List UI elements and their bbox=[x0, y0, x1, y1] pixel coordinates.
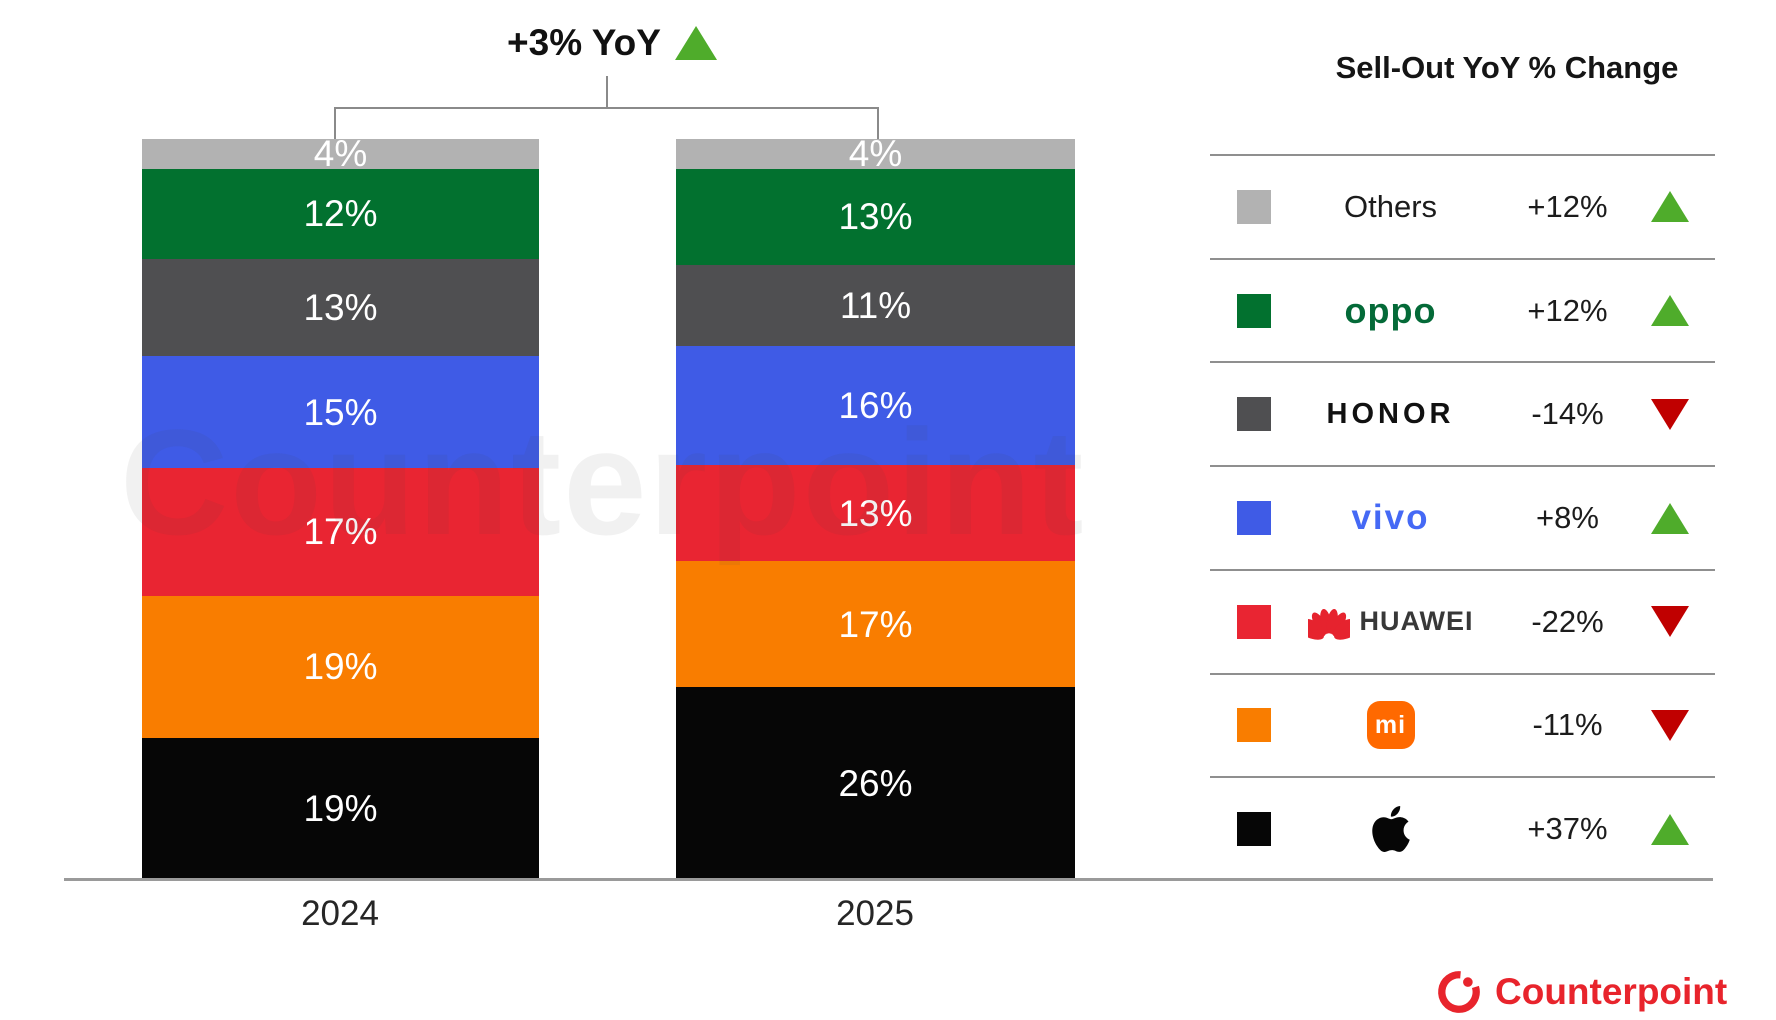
oppo-logo: oppo bbox=[1344, 289, 1437, 331]
legend-brand-apple bbox=[1271, 806, 1510, 853]
segment-value-label: 12% bbox=[303, 193, 378, 235]
legend-table: Others +12% oppo +12% HONOR -14% vivo +8% HUAWEI… bbox=[1210, 154, 1715, 880]
legend-direction-vivo bbox=[1625, 502, 1715, 534]
huawei-wordmark: HUAWEI bbox=[1359, 606, 1474, 637]
legend-brand-honor: HONOR bbox=[1271, 398, 1510, 431]
legend-direction-huawei bbox=[1625, 606, 1715, 638]
bar-segment-xiaomi-2024: 19% bbox=[142, 595, 539, 738]
xiaomi-logo-icon: mi bbox=[1366, 701, 1415, 750]
yoy-annotation: +3% YoY bbox=[507, 22, 717, 64]
legend-row-vivo: vivo +8% bbox=[1210, 465, 1715, 569]
bracket-horizontal bbox=[334, 107, 879, 109]
legend-swatch-oppo bbox=[1237, 293, 1271, 328]
segment-value-label: 13% bbox=[303, 286, 378, 328]
down-triangle-icon bbox=[1651, 606, 1689, 638]
up-triangle-icon bbox=[674, 26, 717, 60]
bar-segment-others-2024: 4% bbox=[142, 135, 539, 172]
legend-brand-vivo: vivo bbox=[1271, 498, 1510, 538]
legend-swatch-honor bbox=[1237, 397, 1271, 432]
bar-segment-oppo-2025: 13% bbox=[676, 168, 1075, 265]
legend-brand-huawei: HUAWEI bbox=[1271, 600, 1510, 644]
legend-change-oppo: +12% bbox=[1527, 292, 1608, 328]
legend-change-apple: +37% bbox=[1527, 811, 1608, 847]
legend-swatch-apple bbox=[1237, 812, 1271, 847]
counterpoint-wordmark: Counterpoint bbox=[1495, 971, 1728, 1012]
segment-value-label: 15% bbox=[303, 391, 378, 433]
x-label-2024: 2024 bbox=[301, 894, 379, 933]
legend-row-xiaomi: mi -11% bbox=[1210, 672, 1715, 777]
x-axis-line bbox=[64, 878, 1713, 881]
up-triangle-icon bbox=[1651, 502, 1689, 534]
bar-segment-apple-2024: 19% bbox=[142, 737, 539, 880]
honor-logo: HONOR bbox=[1326, 397, 1455, 430]
segment-value-label: 4% bbox=[848, 133, 903, 175]
segment-value-label: 17% bbox=[303, 511, 378, 553]
down-triangle-icon bbox=[1651, 709, 1689, 741]
vivo-logo: vivo bbox=[1351, 498, 1430, 538]
legend-change-others: +12% bbox=[1527, 188, 1608, 224]
legend-row-huawei: HUAWEI -22% bbox=[1210, 568, 1715, 673]
counterpoint-mark-icon bbox=[1438, 971, 1480, 1013]
segment-value-label: 19% bbox=[303, 646, 378, 688]
bar-segment-oppo-2024: 12% bbox=[142, 168, 539, 259]
others-label: Others bbox=[1343, 188, 1438, 224]
yoy-annotation-text: +3% YoY bbox=[507, 22, 661, 63]
bar-segment-huawei-2025: 13% bbox=[676, 465, 1075, 562]
legend-change-vivo: +8% bbox=[1536, 500, 1599, 536]
segment-value-label: 26% bbox=[838, 763, 913, 805]
legend-swatch-vivo bbox=[1237, 501, 1271, 536]
legend-direction-honor bbox=[1625, 398, 1715, 430]
bar-segment-apple-2025: 26% bbox=[676, 687, 1075, 880]
legend-row-apple: +37% bbox=[1210, 776, 1715, 880]
legend-row-others: Others +12% bbox=[1210, 154, 1715, 258]
legend-brand-others: Others bbox=[1271, 189, 1510, 225]
up-triangle-icon bbox=[1651, 295, 1689, 327]
legend-title: Sell-Out YoY % Change bbox=[1335, 50, 1679, 85]
bar-segment-xiaomi-2025: 17% bbox=[676, 561, 1075, 688]
legend-swatch-huawei bbox=[1237, 604, 1271, 639]
bracket-stem bbox=[606, 76, 608, 109]
legend-direction-apple bbox=[1625, 813, 1715, 845]
legend-direction-oppo bbox=[1625, 295, 1715, 327]
counterpoint-logo: Counterpoint bbox=[1435, 968, 1727, 1016]
bracket-drop-right bbox=[877, 107, 879, 139]
legend-swatch-others bbox=[1237, 189, 1271, 224]
bracket-drop-left bbox=[334, 107, 336, 139]
legend-change-huawei: -22% bbox=[1531, 603, 1604, 639]
bar-segment-honor-2024: 13% bbox=[142, 258, 539, 357]
legend-brand-xiaomi: mi bbox=[1271, 701, 1510, 750]
legend-swatch-xiaomi bbox=[1237, 708, 1271, 743]
segment-value-label: 11% bbox=[839, 285, 912, 327]
up-triangle-icon bbox=[1651, 813, 1689, 845]
legend-row-oppo: oppo +12% bbox=[1210, 257, 1715, 362]
bar-segment-others-2025: 4% bbox=[676, 135, 1075, 172]
stacked-bar-2025: 4% 13% 11% 16% 13% 17% 26% bbox=[676, 135, 1075, 880]
segment-value-label: 19% bbox=[303, 788, 378, 830]
legend-brand-oppo: oppo bbox=[1271, 290, 1510, 332]
down-triangle-icon bbox=[1651, 398, 1689, 430]
segment-value-label: 17% bbox=[838, 603, 913, 645]
legend-direction-xiaomi bbox=[1625, 709, 1715, 741]
bar-segment-honor-2025: 11% bbox=[676, 264, 1075, 347]
legend-row-honor: HONOR -14% bbox=[1210, 361, 1715, 465]
huawei-flower-icon bbox=[1307, 608, 1350, 640]
segment-value-label: 13% bbox=[838, 492, 913, 534]
segment-value-label: 16% bbox=[838, 385, 913, 427]
legend-direction-others bbox=[1625, 191, 1715, 223]
apple-logo-icon bbox=[1371, 806, 1410, 853]
bar-segment-vivo-2025: 16% bbox=[676, 346, 1075, 465]
x-label-2025: 2025 bbox=[836, 894, 914, 933]
legend-change-honor: -14% bbox=[1531, 396, 1604, 432]
segment-value-label: 13% bbox=[838, 196, 913, 238]
bar-segment-huawei-2024: 17% bbox=[142, 468, 539, 596]
bar-segment-vivo-2024: 15% bbox=[142, 356, 539, 469]
segment-value-label: 4% bbox=[313, 133, 368, 175]
up-triangle-icon bbox=[1651, 191, 1689, 223]
stacked-bar-2024: 4% 12% 13% 15% 17% 19% 19% bbox=[142, 135, 539, 880]
legend-change-xiaomi: -11% bbox=[1532, 707, 1603, 743]
xiaomi-mi-label: mi bbox=[1374, 710, 1407, 739]
